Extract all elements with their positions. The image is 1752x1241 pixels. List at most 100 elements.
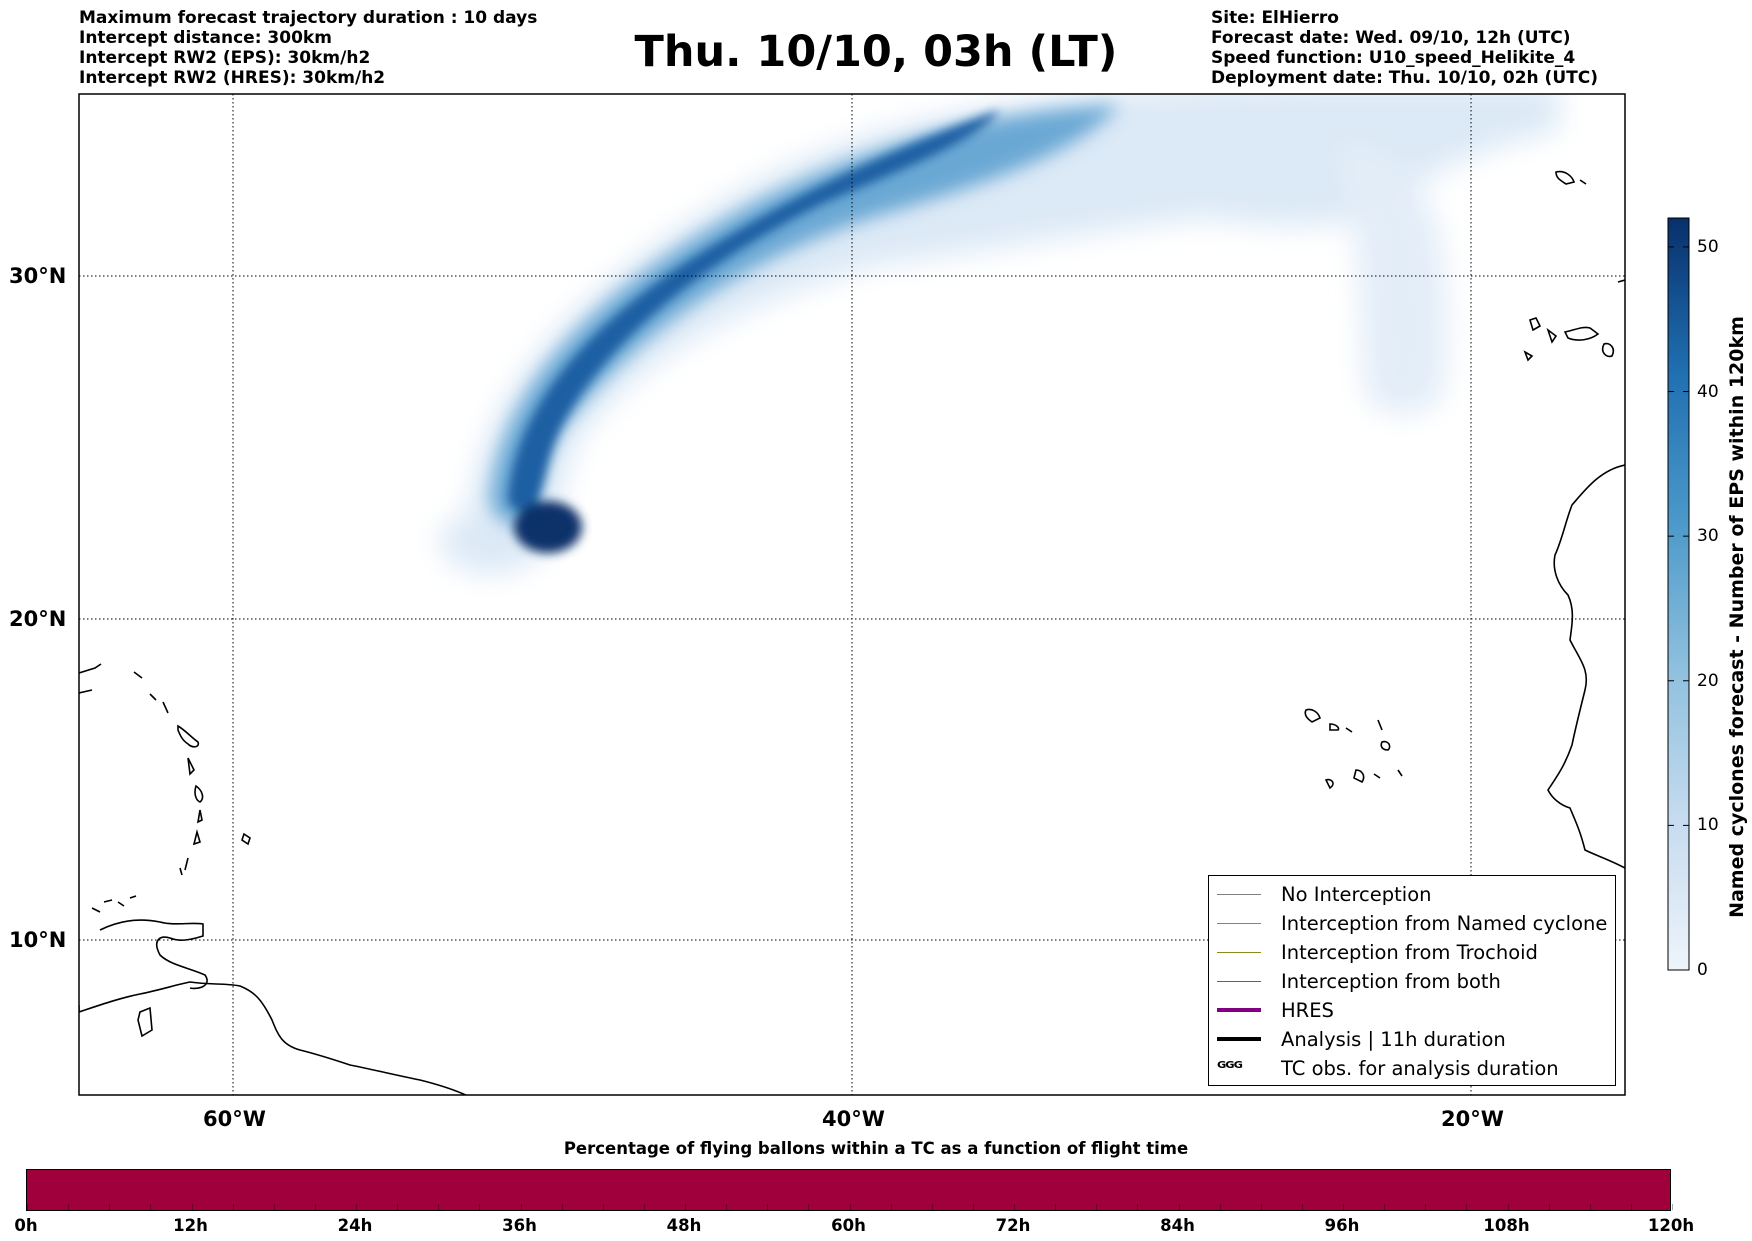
timebar-tick <box>1178 1204 1180 1210</box>
timebar-tick <box>1630 1204 1632 1210</box>
timebar-tick <box>397 1204 399 1210</box>
legend-item-hres: HRES <box>1217 997 1334 1023</box>
colorbar-tick-label: 50 <box>1697 236 1719 257</box>
timebar-tick <box>150 1204 152 1210</box>
lat-label-20n: 20°N <box>9 607 67 631</box>
timebar-tick <box>314 1204 316 1210</box>
legend-swatch-olive <box>1217 951 1261 953</box>
header-left-line-1: Maximum forecast trajectory duration : 1… <box>79 8 538 28</box>
legend-swatch-black <box>1217 1037 1261 1041</box>
timebar-tick <box>1589 1204 1591 1210</box>
coastlines <box>79 170 1625 1095</box>
legend-item-no-interception: No Interception <box>1217 881 1432 907</box>
coast-barbados <box>241 832 251 846</box>
timebar-tick <box>109 1204 111 1210</box>
timebar-tick <box>273 1204 275 1210</box>
timebar <box>26 1169 1673 1211</box>
coast-venezuela-north <box>79 919 208 1012</box>
colorbar-title: Named cyclones forecast - Number of EPS … <box>1726 316 1748 918</box>
coast-cape-verde <box>1304 708 1403 790</box>
timebar-tick <box>1219 1204 1221 1210</box>
header-right-line-2: Forecast date: Wed. 09/10, 12h (UTC) <box>1211 28 1571 48</box>
timebar-tick <box>1672 1204 1673 1210</box>
timebar-tick <box>232 1204 234 1210</box>
colorbar-gradient <box>1667 217 1690 971</box>
colorbar-tick-label: 20 <box>1697 670 1719 691</box>
timebar-tick-label: 0h <box>14 1216 38 1235</box>
legend-label: HRES <box>1281 998 1334 1022</box>
coast-africa-west <box>1547 464 1625 869</box>
timebar-tick <box>726 1204 728 1210</box>
coast-canaries <box>1523 317 1615 362</box>
timebar-tick <box>1055 1204 1057 1210</box>
timebar-tick <box>479 1204 481 1210</box>
map-legend: No Interception Interception from Named … <box>1208 875 1616 1086</box>
legend-label: Analysis | 11h duration <box>1281 1027 1506 1051</box>
header-left-line-2: Intercept distance: 300km <box>79 28 332 48</box>
timebar-tick <box>1301 1204 1303 1210</box>
legend-swatch-gray <box>1217 893 1261 895</box>
timebar-tick <box>849 1204 851 1210</box>
timebar-title: Percentage of flying ballons within a TC… <box>563 1139 1189 1158</box>
timebar-tick <box>191 1204 193 1210</box>
header-right-info: Site: ElHierro Forecast date: Wed. 09/10… <box>1211 8 1598 88</box>
lon-label-40w: 40°W <box>822 1107 885 1131</box>
timebar-tick <box>1137 1204 1139 1210</box>
legend-label: Interception from both <box>1281 969 1501 993</box>
header-left-line-4: Intercept RW2 (HRES): 30km/h2 <box>79 68 386 88</box>
legend-item-tc-obs: ᴳᴳᴳ TC obs. for analysis duration <box>1217 1055 1559 1081</box>
density-plume-core <box>508 110 1000 553</box>
timebar-tick-label: 60h <box>831 1216 866 1235</box>
header-right-line-1: Site: ElHierro <box>1211 8 1339 28</box>
coast-africa-north <box>1617 279 1625 283</box>
header-left-line-3: Intercept RW2 (EPS): 30km/h2 <box>79 48 371 68</box>
timebar-tick-label: 36h <box>502 1216 537 1235</box>
legend-label: Interception from Named cyclone <box>1281 911 1608 935</box>
lat-label-10n: 10°N <box>9 928 67 952</box>
map-frame <box>78 93 1626 1096</box>
colorbar-tick-label: 10 <box>1697 815 1719 836</box>
legend-label: No Interception <box>1281 882 1432 906</box>
lon-label-60w: 60°W <box>203 1107 266 1131</box>
timebar-tick <box>561 1204 563 1210</box>
timebar-tick-label: 120h <box>1647 1216 1695 1235</box>
lat-label-30n: 30°N <box>9 264 67 288</box>
tc-symbol-icon: ᴳᴳᴳ <box>1217 1057 1243 1079</box>
timebar-tick <box>643 1204 645 1210</box>
timebar-tick <box>767 1204 769 1210</box>
timebar-tick-label: 108h <box>1483 1216 1530 1235</box>
header-left-info: Maximum forecast trajectory duration : 1… <box>79 8 537 88</box>
coast-lesser-small <box>91 895 137 913</box>
legend-swatch-purple <box>1217 1008 1261 1012</box>
colorbar-tick-label: 40 <box>1697 381 1719 402</box>
coast-antilles <box>133 671 204 876</box>
legend-item-trochoid: Interception from Trochoid <box>1217 939 1538 965</box>
timebar-tick <box>602 1204 604 1210</box>
cyclone-density-field <box>439 94 1560 574</box>
legend-label: Interception from Trochoid <box>1281 940 1538 964</box>
map-title: Thu. 10/10, 03h (LT) <box>634 27 1118 77</box>
timebar-tick <box>1343 1204 1344 1210</box>
timebar-tick <box>68 1204 70 1210</box>
timebar-tick <box>438 1204 440 1210</box>
timebar-tick <box>520 1204 522 1210</box>
legend-item-named-cyclone: Interception from Named cyclone <box>1217 910 1607 936</box>
timebar-tick-label: 24h <box>337 1216 373 1235</box>
timebar-tick <box>1466 1204 1468 1210</box>
timebar-tick <box>808 1204 810 1210</box>
legend-swatch-green <box>1217 980 1261 982</box>
legend-item-analysis: Analysis | 11h duration <box>1217 1026 1506 1052</box>
legend-item-both: Interception from both <box>1217 968 1501 994</box>
timebar-tick <box>1548 1204 1550 1210</box>
timebar-tick <box>356 1204 357 1210</box>
timebar-tick <box>27 1204 28 1210</box>
coast-madeira <box>1555 170 1587 185</box>
timebar-tick <box>931 1204 933 1210</box>
lon-label-20w: 20°W <box>1441 1107 1504 1131</box>
coast-south-america <box>79 981 468 1095</box>
coast-puerto-rico <box>79 663 102 694</box>
timebar-tick <box>1425 1204 1427 1210</box>
timebar-tick-label: 12h <box>173 1216 208 1235</box>
timebar-tick <box>1014 1204 1015 1210</box>
timebar-tick <box>1096 1204 1098 1210</box>
